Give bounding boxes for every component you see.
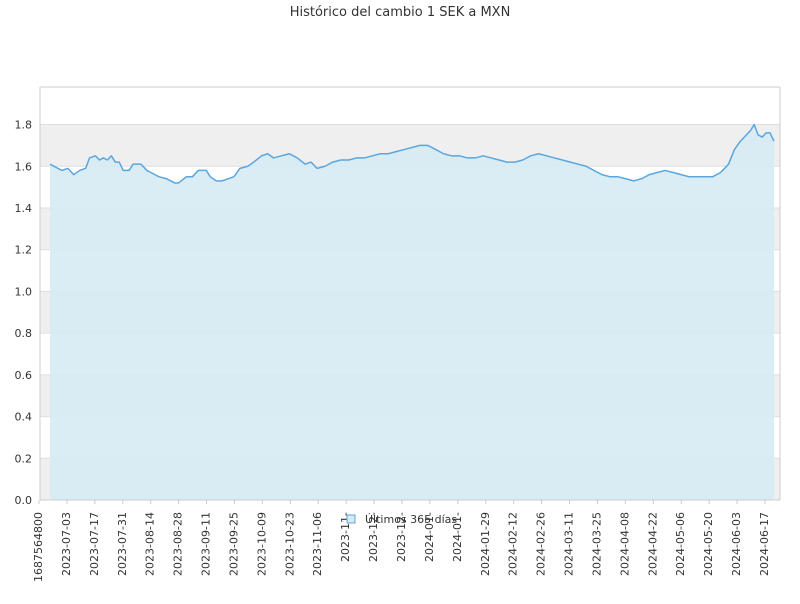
series-line (49, 123, 775, 184)
x-tick-label: 1687564800 (32, 512, 45, 582)
y-tick-label: 0.8 (15, 327, 33, 340)
y-tick-labels: 0.0 0.2 0.4 0.6 0.8 1.0 1.2 1.4 1.6 1.8 (15, 119, 33, 507)
y-tick-label: 0.2 (15, 452, 33, 465)
x-tick-label: 2023-11-06 (311, 512, 324, 576)
series-area-fill (50, 124, 774, 501)
y-tick-label: 0.0 (15, 494, 33, 507)
x-tick-label: 2024-04-22 (646, 512, 659, 576)
x-tick-label: 2023-12- (367, 512, 380, 562)
x-tick-label: 2024-01- (423, 512, 436, 562)
x-tick-label: 2024-05-20 (702, 512, 715, 576)
x-tick-label: 2023-10-23 (283, 512, 296, 576)
x-tick-label: 2023-09-11 (200, 512, 213, 576)
y-tick-label: 1.0 (15, 285, 33, 298)
y-tick-label: 1.8 (15, 119, 33, 132)
x-tick-label: 2024-03-25 (590, 512, 603, 576)
x-tick-label: 2023-08-14 (144, 512, 157, 576)
x-tick-label: 2024-06-17 (758, 512, 771, 576)
y-tick-label: 0.6 (15, 369, 33, 382)
x-tick-label: 2023-09-25 (227, 512, 240, 576)
x-tick-label: 2023-12- (395, 512, 408, 562)
y-tick-label: 1.2 (15, 244, 33, 257)
x-tick-label: 2024-01-29 (479, 512, 492, 576)
x-tick-labels: 1687564800 2023-07-03 2023-07-17 2023-07-31… (32, 500, 771, 582)
y-tick-label: 1.4 (15, 202, 33, 215)
x-tick-label: 2023-07-17 (88, 512, 101, 576)
axes (39, 86, 781, 501)
x-tick-label: 2023-10-09 (255, 512, 268, 576)
x-tick-label: 2023-11- (339, 512, 352, 562)
x-tick-label: 2024-02-12 (507, 512, 520, 576)
x-tick-label: 2023-07-03 (60, 512, 73, 576)
x-tick-label: 2024-05-06 (674, 512, 687, 576)
x-tick-label: 2024-06-03 (730, 512, 743, 576)
series-area (49, 123, 775, 501)
legend-swatch[interactable] (346, 514, 356, 524)
y-tick-label: 1.6 (15, 160, 33, 173)
x-tick-label: 2023-08-28 (172, 512, 185, 576)
x-tick-label: 2023-07-31 (116, 512, 129, 576)
x-tick-label: 2024-02-26 (535, 512, 548, 576)
y-tick-label: 0.4 (15, 411, 33, 424)
x-tick-label: 2024-03-11 (563, 512, 576, 576)
x-tick-label: 2024-01- (451, 512, 464, 562)
legend[interactable]: Últimos 365 días (346, 513, 457, 526)
chart-title: Histórico del cambio 1 SEK a MXN (290, 5, 511, 20)
x-tick-label: 2024-04-08 (618, 512, 631, 576)
legend-label[interactable]: Últimos 365 días (365, 513, 457, 526)
